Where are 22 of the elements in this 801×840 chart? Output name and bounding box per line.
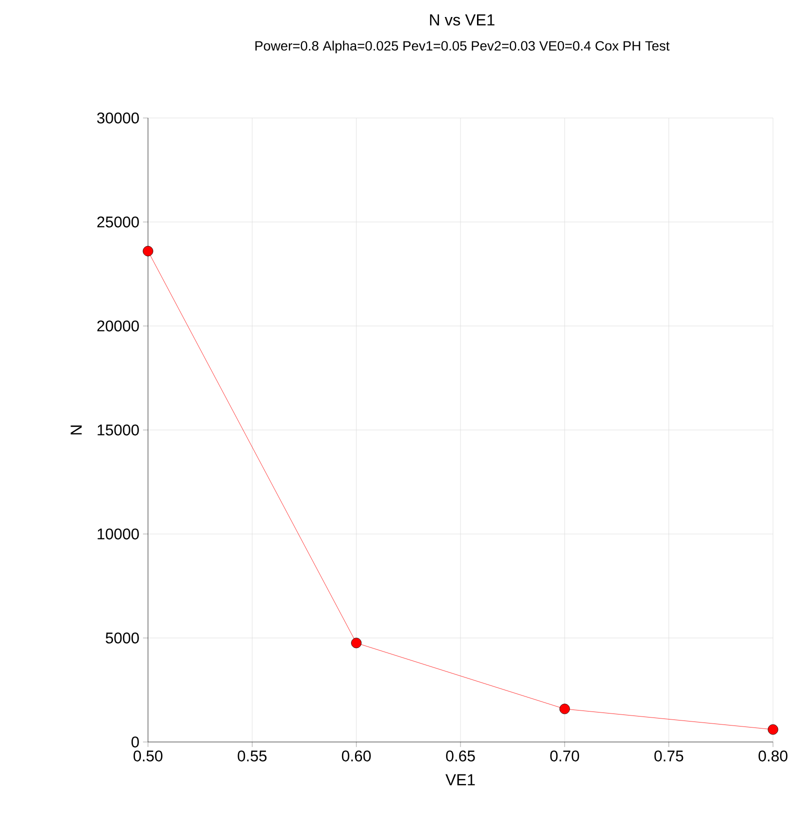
y-tick-label: 15000 — [98, 424, 139, 436]
x-tick-label: 0.55 — [238, 750, 267, 762]
y-tick-label: 0 — [132, 736, 139, 748]
x-tick-label: 0.65 — [446, 750, 475, 762]
x-tick-label: 0.60 — [342, 750, 371, 762]
y-tick-label: 5000 — [106, 632, 139, 644]
x-axis-title: VE1 — [446, 774, 475, 786]
x-tick-label: 0.70 — [550, 750, 580, 762]
x-tick-label: 0.80 — [758, 750, 788, 762]
x-tick-label: 0.50 — [134, 750, 162, 762]
y-tick-label: 20000 — [97, 320, 139, 332]
point — [768, 724, 778, 735]
point — [559, 704, 570, 714]
y-tick-label: 10000 — [98, 528, 139, 540]
point — [351, 638, 362, 648]
y-tick-label: 25000 — [97, 216, 139, 228]
x-tick-label: 0.75 — [654, 750, 684, 762]
point — [142, 246, 154, 256]
chart-title: N vs VE1 — [430, 14, 494, 26]
y-tick-label: 30000 — [97, 112, 139, 124]
y-axis-title: N — [70, 426, 82, 434]
chart-subtitle: Power=0.8 Alpha=0.025 Pev1=0.05 Pev2=0.03 VE0=0.4 Cox PH Test — [255, 40, 670, 54]
